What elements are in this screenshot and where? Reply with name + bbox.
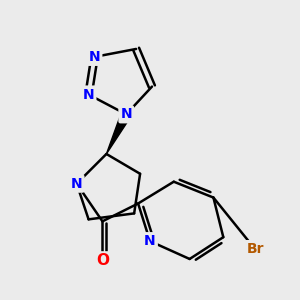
Text: N: N xyxy=(83,88,94,101)
Text: Br: Br xyxy=(246,242,264,256)
Text: N: N xyxy=(71,177,82,191)
Text: N: N xyxy=(89,50,100,64)
Text: O: O xyxy=(96,254,109,268)
Text: N: N xyxy=(120,107,132,121)
Text: N: N xyxy=(144,234,156,248)
Polygon shape xyxy=(106,112,131,154)
